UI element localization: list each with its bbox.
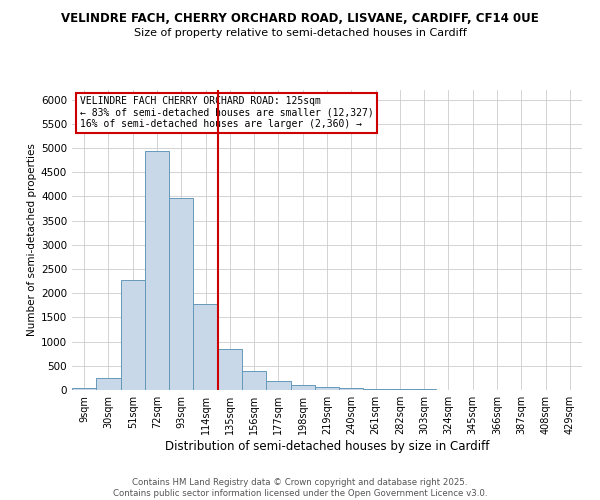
Bar: [72, 388, 96, 390]
Bar: [193, 304, 218, 390]
Bar: [121, 280, 145, 390]
Bar: [388, 389, 412, 390]
Text: VELINDRE FACH, CHERRY ORCHARD ROAD, LISVANE, CARDIFF, CF14 0UE: VELINDRE FACH, CHERRY ORCHARD ROAD, LISV…: [61, 12, 539, 26]
Text: VELINDRE FACH CHERRY ORCHARD ROAD: 125sqm
← 83% of semi-detached houses are smal: VELINDRE FACH CHERRY ORCHARD ROAD: 125sq…: [80, 96, 373, 129]
Bar: [315, 387, 339, 390]
Bar: [145, 151, 169, 390]
Bar: [242, 370, 266, 390]
Bar: [266, 382, 290, 390]
Text: Size of property relative to semi-detached houses in Cardiff: Size of property relative to semi-detach…: [134, 28, 466, 38]
Text: Contains HM Land Registry data © Crown copyright and database right 2025.
Contai: Contains HM Land Registry data © Crown c…: [113, 478, 487, 498]
Bar: [96, 378, 121, 390]
Bar: [290, 386, 315, 390]
Bar: [218, 349, 242, 390]
Bar: [169, 198, 193, 390]
Y-axis label: Number of semi-detached properties: Number of semi-detached properties: [27, 144, 37, 336]
Bar: [339, 388, 364, 390]
Bar: [364, 388, 388, 390]
X-axis label: Distribution of semi-detached houses by size in Cardiff: Distribution of semi-detached houses by …: [165, 440, 489, 453]
